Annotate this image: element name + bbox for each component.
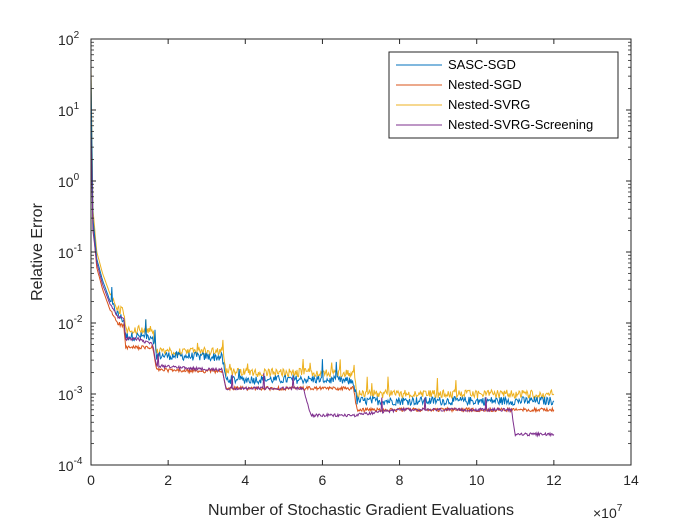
- legend-label: Nested-SVRG-Screening: [448, 117, 593, 132]
- y-tick-label: 10-3: [58, 385, 83, 403]
- y-tick-label: 10-2: [58, 314, 83, 332]
- y-tick-label: 100: [58, 172, 80, 190]
- legend: SASC-SGD Nested-SGD Nested-SVRG Nested-SVRG…: [388, 51, 619, 139]
- x-tick-label: 4: [241, 472, 249, 488]
- legend-label: Nested-SGD: [448, 77, 522, 92]
- legend-box: [388, 51, 619, 139]
- y-axis: 10-4 10-3 10-2 10-1 100 101 102: [58, 30, 631, 474]
- series-layer: [91, 67, 555, 438]
- y-axis-title: Relative Error: [29, 202, 46, 300]
- series-line-nested-svrg-screening: [91, 131, 555, 438]
- x-tick-label: 0: [87, 472, 95, 488]
- y-tick-label: 101: [58, 101, 80, 119]
- y-tick-label: 10-1: [58, 243, 83, 261]
- x-tick-label: 12: [546, 472, 562, 488]
- legend-label: SASC-SGD: [448, 57, 516, 72]
- x-tick-label: 8: [396, 472, 404, 488]
- x-axis-multiplier: ×107: [593, 503, 623, 521]
- x-axis: 0 2 4 6 8 10 12 14: [87, 39, 639, 488]
- x-tick-label: 2: [164, 472, 172, 488]
- y-tick-label: 102: [58, 30, 80, 48]
- x-tick-label: 6: [319, 472, 327, 488]
- x-axis-title: Number of Stochastic Gradient Evaluation…: [208, 502, 514, 519]
- x-tick-label: 10: [469, 472, 485, 488]
- y-tick-label: 10-4: [58, 456, 83, 474]
- series-line-sasc-sgd: [91, 76, 555, 407]
- legend-label: Nested-SVRG: [448, 97, 530, 112]
- x-tick-label: 14: [623, 472, 639, 488]
